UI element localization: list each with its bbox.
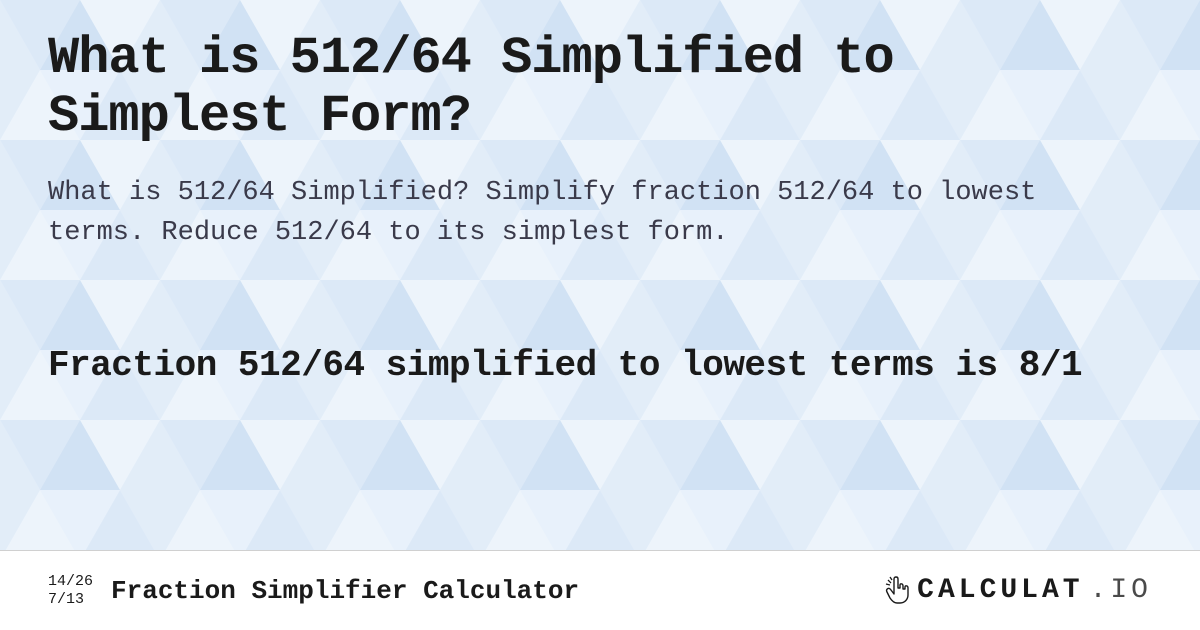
- footer-left-group: 14/26 7/13 Fraction Simplifier Calculato…: [48, 573, 579, 608]
- result-heading: Fraction 512/64 simplified to lowest ter…: [48, 343, 1152, 390]
- page-title: What is 512/64 Simplified to Simplest Fo…: [48, 30, 1152, 146]
- footer-bar: 14/26 7/13 Fraction Simplifier Calculato…: [0, 550, 1200, 630]
- brand-name-main: CALCULAT: [917, 575, 1083, 606]
- fraction-icon-bottom: 7/13: [48, 591, 84, 608]
- main-content: What is 512/64 Simplified to Simplest Fo…: [0, 0, 1200, 390]
- footer-brand: CALCULAT.IO: [885, 575, 1152, 606]
- cursor-hand-icon: [885, 576, 911, 606]
- fraction-icon-top: 14/26: [48, 573, 93, 590]
- page-description: What is 512/64 Simplified? Simplify frac…: [48, 174, 1108, 252]
- brand-name-suffix: .IO: [1090, 575, 1152, 606]
- fraction-icon: 14/26 7/13: [48, 573, 93, 608]
- footer-label: Fraction Simplifier Calculator: [111, 576, 579, 606]
